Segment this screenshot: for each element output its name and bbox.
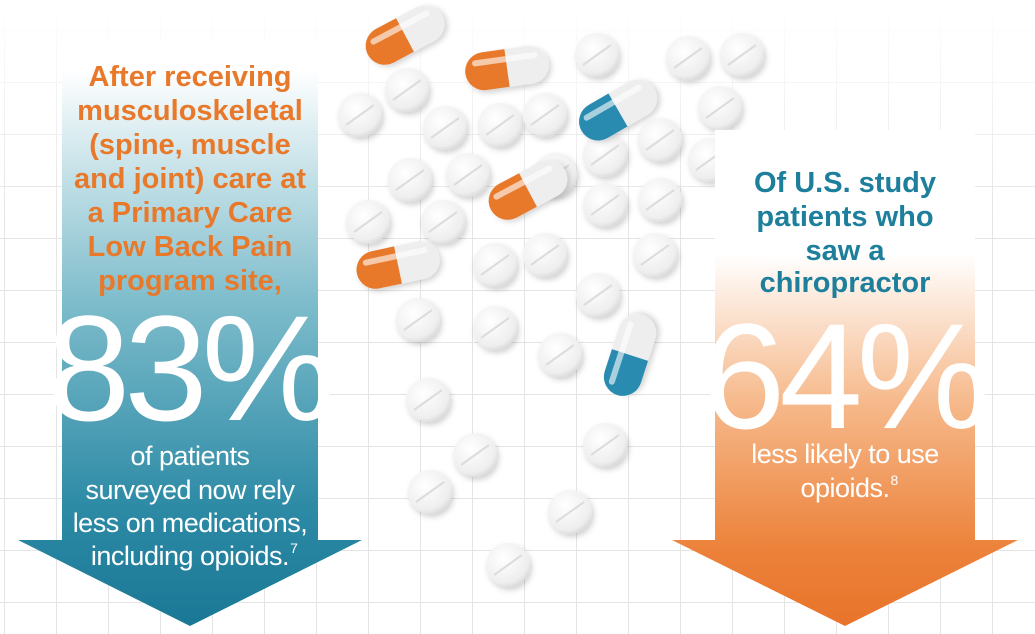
heading-line: chiropractor <box>760 267 931 299</box>
heading-line: a Primary Care <box>88 197 293 229</box>
heading-line: After receiving <box>88 61 291 93</box>
left-heading: After receiving musculoskeletal (spine, … <box>74 61 306 297</box>
stat: 64% <box>702 292 986 460</box>
heading-line: and joint) care at <box>74 163 306 195</box>
body-line: including opioids. <box>91 541 289 571</box>
heading-line: Of U.S. study <box>754 167 936 199</box>
footnote: 7 <box>290 540 298 556</box>
right-body: less likely to use opioids. 8 <box>751 439 939 503</box>
left-arrow <box>18 40 362 626</box>
heading-line: Low Back Pain <box>88 231 293 263</box>
heading-line: saw a <box>806 235 886 267</box>
right-arrow <box>672 130 1018 626</box>
body-line: surveyed now rely <box>85 475 295 505</box>
right-heading: Of U.S. study patients who saw a chiropr… <box>754 167 936 299</box>
body-line: opioids. <box>800 473 889 503</box>
body-line: less likely to use <box>751 439 939 469</box>
heading-line: program site, <box>98 265 282 297</box>
heading-line: (spine, muscle <box>89 129 290 161</box>
stat: 83% <box>47 284 331 452</box>
left-body: of patients surveyed now rely less on me… <box>73 441 308 571</box>
body-line: less on medications, <box>73 508 308 538</box>
footnote: 8 <box>891 472 899 488</box>
body-line: of patients <box>130 441 249 471</box>
heading-line: patients who <box>756 201 933 233</box>
heading-line: musculoskeletal <box>77 95 303 127</box>
